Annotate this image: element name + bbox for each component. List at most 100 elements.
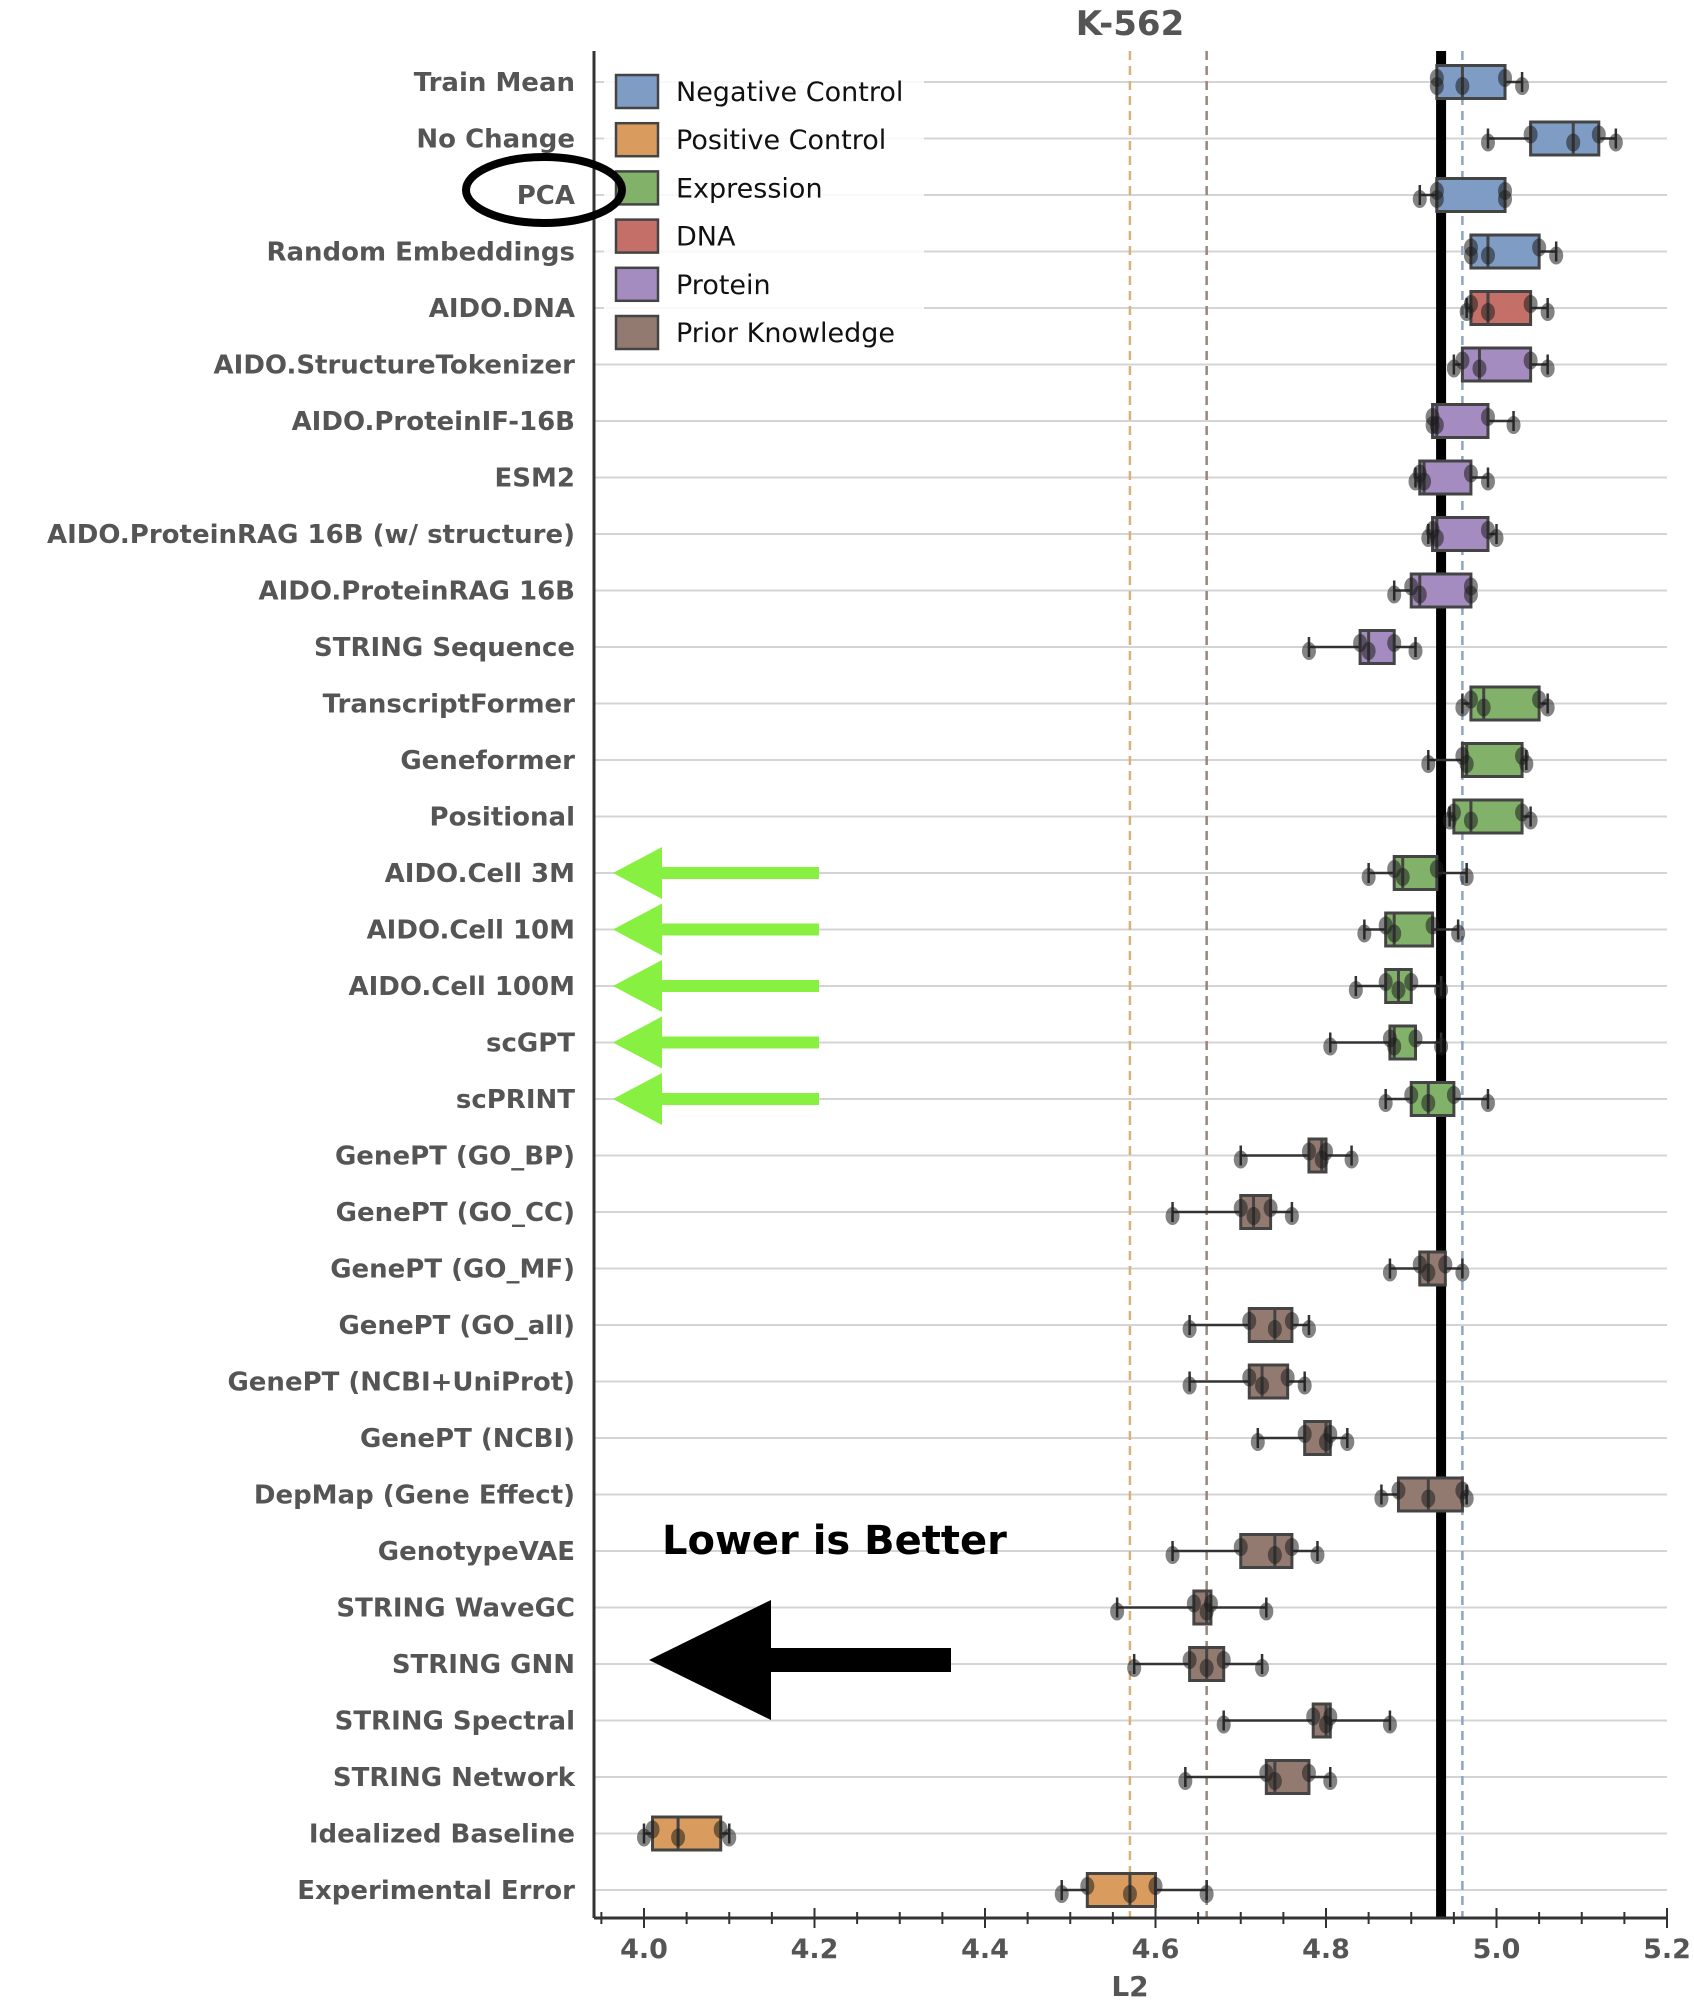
data-point [671, 1828, 686, 1847]
box-16 [1348, 968, 1449, 1004]
y-tick-label: Geneformer [400, 746, 575, 776]
data-point [1382, 1263, 1397, 1282]
data-point [1233, 1150, 1248, 1169]
box-27 [1110, 1589, 1274, 1626]
data-point [1421, 1094, 1436, 1112]
data-point [1267, 1772, 1282, 1790]
box [1085, 1872, 1158, 1908]
y-tick-label: GenePT (GO_CC) [336, 1198, 575, 1228]
box-31 [637, 1815, 737, 1852]
box [651, 1815, 723, 1852]
legend-label: Negative Control [676, 77, 903, 108]
data-point [1459, 1489, 1474, 1508]
data-point [1319, 1142, 1333, 1161]
y-tick-label: STRING Spectral [335, 1707, 575, 1737]
data-point [1451, 924, 1466, 943]
data-point [1515, 77, 1530, 95]
highlight-ellipse [462, 153, 626, 227]
data-point [1310, 1546, 1325, 1564]
data-point [1233, 1538, 1248, 1556]
data-point [1591, 125, 1606, 144]
data-point [1199, 1659, 1214, 1677]
box-26 [1165, 1533, 1325, 1569]
data-point [1255, 1659, 1270, 1677]
box-1 [1480, 120, 1623, 157]
y-tick-label: AIDO.ProteinRAG 16B (w/ structure) [47, 520, 575, 550]
data-point [1216, 1651, 1231, 1669]
data-point [1459, 868, 1474, 886]
legend-swatch [614, 314, 660, 351]
data-point [1284, 1538, 1299, 1556]
data-point [1498, 69, 1513, 87]
y-tick-label: GenePT (GO_all) [338, 1311, 575, 1341]
data-point [1259, 1602, 1274, 1621]
y-tick-label: GenePT (GO_BP) [335, 1142, 575, 1172]
legend-label: Prior Knowledge [676, 318, 895, 349]
lower-is-better-text: Lower is Better [662, 1518, 1007, 1564]
y-tick-label: TranscriptFormer [323, 690, 576, 720]
legend-swatch [614, 121, 660, 158]
y-tick-label: GenotypeVAE [378, 1537, 575, 1567]
box-19 [1233, 1137, 1359, 1174]
legend-swatch [614, 218, 660, 254]
box-32 [1054, 1872, 1214, 1908]
green-arrow-icon [613, 847, 819, 899]
data-point [1523, 351, 1538, 370]
data-point [1284, 1312, 1299, 1330]
data-point [1480, 472, 1495, 491]
box-18 [1378, 1081, 1495, 1117]
data-point [1549, 246, 1564, 265]
y-tick-label: DepMap (Gene Effect) [254, 1481, 575, 1511]
y-tick-label: scGPT [486, 1029, 575, 1059]
data-point [1323, 1707, 1338, 1726]
data-point [1054, 1885, 1069, 1903]
x-tick-label: 4.8 [1302, 1934, 1350, 1965]
data-point [1267, 1546, 1282, 1564]
data-point [1480, 133, 1495, 152]
data-point [1429, 860, 1444, 878]
y-tick-label: AIDO.StructureTokenizer [214, 351, 576, 381]
data-point [1199, 1885, 1214, 1903]
data-point [1182, 1376, 1197, 1395]
data-point [1463, 295, 1478, 313]
data-point [1434, 1037, 1449, 1056]
box-4 [1459, 290, 1555, 326]
data-point [1489, 529, 1504, 547]
data-point [1412, 190, 1427, 208]
data-point [1455, 77, 1470, 95]
data-point [1463, 238, 1478, 257]
y-tick-label: Experimental Error [297, 1876, 575, 1906]
data-point [1395, 868, 1410, 886]
data-point [1421, 755, 1436, 773]
left-arrow-icon [649, 1600, 951, 1720]
data-point [1348, 981, 1363, 999]
y-tick-label: scPRINT [456, 1085, 575, 1115]
data-point [1425, 916, 1440, 935]
data-point [1421, 1263, 1436, 1282]
data-point [1182, 1320, 1197, 1338]
data-point [1110, 1602, 1125, 1621]
box-7 [1408, 459, 1495, 496]
y-tick-label: STRING Network [333, 1763, 576, 1793]
legend-swatch [614, 266, 660, 303]
x-tick-label: 4.0 [620, 1934, 668, 1965]
data-point [1408, 642, 1423, 660]
data-point [1532, 238, 1547, 257]
y-tick-label: PCA [517, 181, 575, 211]
data-point [1412, 585, 1427, 604]
data-point [1357, 924, 1372, 943]
box-2 [1412, 177, 1513, 213]
box-15 [1357, 911, 1466, 948]
data-point [1429, 529, 1444, 547]
box [1435, 64, 1507, 100]
legend-label: DNA [676, 222, 736, 253]
axes: 4.0 4.2 4.4 4.6 4.8 5.0 5.2 [592, 51, 1691, 1965]
data-point [1216, 1715, 1231, 1734]
data-point [1323, 1425, 1338, 1443]
data-point [1455, 351, 1470, 370]
data-point [1297, 1376, 1312, 1395]
y-tick-label: GenePT (GO_MF) [330, 1255, 575, 1285]
box [1469, 233, 1541, 270]
data-point [1523, 295, 1538, 313]
data-point [1417, 472, 1432, 491]
